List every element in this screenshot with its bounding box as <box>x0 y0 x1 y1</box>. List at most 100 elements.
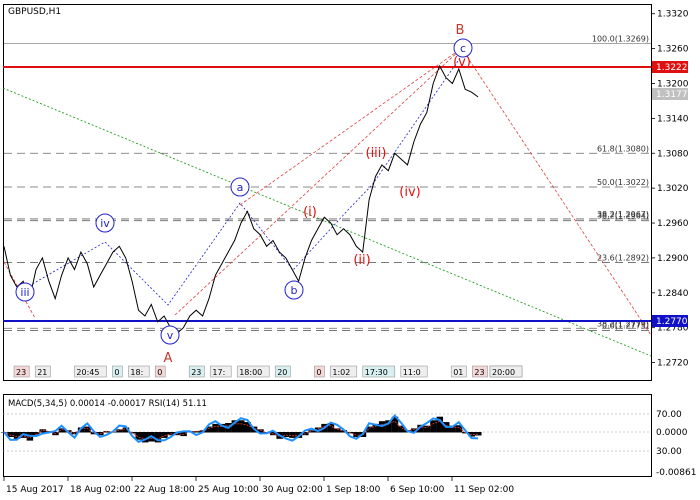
macd-bar <box>218 423 226 433</box>
session-label: 17: <box>212 368 225 377</box>
svg-text:b: b <box>291 284 298 297</box>
session-label: 20 <box>277 368 287 377</box>
rsi-line <box>3 413 479 443</box>
session-label: 21 <box>37 368 47 377</box>
session-label: 17:30 <box>365 368 388 377</box>
macd-bar <box>455 425 463 433</box>
indicator-tick-70: 70.00 <box>656 410 682 420</box>
price-series-line <box>3 64 479 335</box>
wave-circle-a: a <box>230 177 250 197</box>
fib-level-label: 50.0(1.3022) <box>597 178 649 187</box>
price-tick-label: 1.3320 <box>657 10 689 20</box>
price-tick-label: 1.3200 <box>657 79 689 89</box>
macd-bar <box>372 423 380 433</box>
macd-bar <box>161 432 168 438</box>
macd-bar <box>238 420 245 433</box>
wave-label-iii: (iii) <box>366 146 387 161</box>
session-label: 11:0 <box>403 368 421 377</box>
macd-bar <box>366 426 373 433</box>
macd-bar <box>77 427 85 433</box>
session-label-box <box>34 365 51 378</box>
session-label: 0 <box>316 368 321 377</box>
fibonacci-levels: 100.0(1.3269) 61.8(1.3080) 50.0(1.3022) 38.… <box>4 34 651 331</box>
time-tick-label: 11 Sep 02:00 <box>454 485 514 495</box>
macd-bar <box>122 427 130 433</box>
session-label: 0 <box>114 368 119 377</box>
fib-level-label: 100.0(1.3269) <box>592 34 649 43</box>
macd-bar <box>398 425 405 433</box>
session-label-box <box>236 365 270 378</box>
session-label-box <box>362 365 396 378</box>
wave-label-ii: (ii) <box>353 253 370 268</box>
price-tick-label: 1.3260 <box>657 45 689 55</box>
session-label: 23 <box>191 368 201 377</box>
macd-bar <box>90 432 98 435</box>
session-label-box <box>154 365 166 378</box>
macd-bar <box>340 430 347 433</box>
resistance-price-badge <box>652 61 688 73</box>
macd-bar <box>205 426 213 433</box>
macd-bar <box>391 416 399 433</box>
svg-text:iii: iii <box>20 286 29 299</box>
fib-level-label: 23.6(1.2892) <box>597 254 649 263</box>
macd-bar <box>436 416 444 433</box>
price-axis: 1.3320 1.3260 1.3200 1.3140 1.3080 1.3020 1.29… <box>651 10 689 369</box>
macd-bar <box>417 424 424 433</box>
macd-bar <box>289 432 296 438</box>
macd-bar <box>141 432 149 443</box>
indicator-tick-30: 30.00 <box>656 447 682 457</box>
session-label-strip: 23 21 20:45 0 18: 0 23 17: 18:00 20 0 1:02 17:30 11:0… <box>13 365 523 378</box>
macd-bar <box>257 429 264 433</box>
session-label: 20:45 <box>76 368 99 377</box>
session-label: 18:00 <box>239 368 262 377</box>
price-tick-label: 1.3140 <box>657 114 689 124</box>
macd-bar <box>423 425 431 433</box>
projection-line <box>463 51 652 336</box>
price-tick-label: 1.2720 <box>657 359 689 369</box>
time-tick-label: 15 Aug 2017 <box>6 485 64 495</box>
wave-circle-iv: iv <box>95 213 115 233</box>
macd-bar <box>231 420 239 433</box>
macd-bar <box>116 429 123 433</box>
current-price-text: 1.3177 <box>656 90 688 100</box>
macd-bar <box>385 420 392 433</box>
time-tick-label: 25 Aug 10:00 <box>198 485 259 495</box>
session-label: 20:00 <box>492 368 515 377</box>
resistance-price-text: 1.3222 <box>656 63 688 73</box>
wave-label-B: B <box>456 23 465 38</box>
svg-text:a: a <box>237 181 244 194</box>
macd-bar <box>410 428 418 433</box>
wave-label-A: A <box>164 351 173 366</box>
wave-circle-b: b <box>284 280 304 300</box>
session-label-box <box>274 365 291 378</box>
macd-bar <box>353 432 360 437</box>
wave-circle-iii: iii <box>15 282 35 302</box>
support-price-text: 1.2770 <box>656 317 688 327</box>
session-label: 23 <box>474 368 484 377</box>
time-tick-label: 6 Sep 10:00 <box>390 485 445 495</box>
macd-bar <box>212 423 219 433</box>
macd-bar <box>334 428 341 433</box>
macd-bar <box>39 429 46 433</box>
svg-text:v: v <box>167 329 174 342</box>
macd-bar <box>58 428 66 433</box>
fib-level-label: 0.0(1.2775) <box>602 322 649 331</box>
session-label: 18: <box>130 368 143 377</box>
macd-histogram <box>1 416 482 443</box>
indicator-title: MACD(5,34,5) 0.00014 -0.00017 RSI(14) 51… <box>8 399 207 409</box>
session-label: 23 <box>16 368 26 377</box>
symbol-label: GBPUSD,H1 <box>8 7 61 17</box>
current-price-badge <box>652 88 688 100</box>
time-tick-label: 18 Aug 02:00 <box>70 485 131 495</box>
price-tick-label: 1.2840 <box>657 289 689 299</box>
fib-level-label: 61.8(1.3080) <box>597 144 649 153</box>
indicator-tick-zero: 0.0000 <box>656 428 688 438</box>
time-axis: 15 Aug 2017 18 Aug 02:00 22 Aug 18:00 25 Au… <box>3 477 514 495</box>
fib-level-label: 38.2(1.2967) <box>597 210 649 219</box>
wave-label-v: (v) <box>453 55 471 70</box>
session-label-box <box>314 365 325 378</box>
channel-line-upper <box>239 47 463 206</box>
macd-bar <box>13 432 21 439</box>
price-tick-label: 1.2780 <box>657 324 689 334</box>
